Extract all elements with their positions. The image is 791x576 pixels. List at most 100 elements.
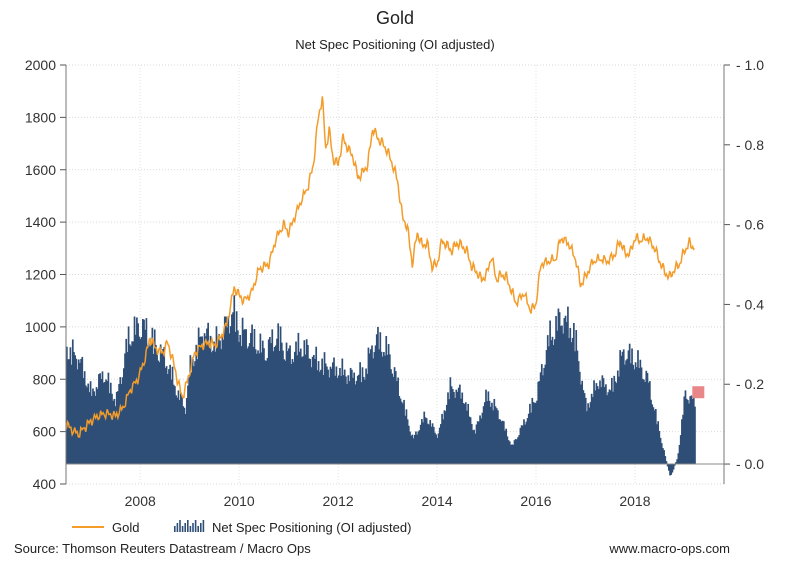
positioning-bar (666, 464, 669, 467)
positioning-bar (92, 388, 94, 465)
positioning-bar (637, 350, 639, 465)
positioning-bar (394, 371, 397, 465)
positioning-bar (369, 349, 372, 465)
positioning-bar (259, 333, 262, 465)
positioning-bar (561, 325, 563, 465)
positioning-bar (487, 391, 490, 465)
positioning-bar (656, 424, 658, 465)
positioning-bar (468, 416, 471, 465)
positioning-bar (166, 373, 169, 465)
positioning-bar (149, 346, 151, 465)
right-tick-label: - 0.6 (736, 217, 764, 233)
positioning-bar (221, 334, 224, 465)
positioning-bar (194, 361, 196, 465)
positioning-bar (488, 400, 491, 465)
left-tick-label: 1000 (25, 319, 56, 335)
positioning-bar (443, 410, 446, 465)
positioning-bar (144, 329, 147, 465)
positioning-bar (196, 359, 199, 465)
positioning-bar (66, 346, 68, 465)
positioning-bar (413, 434, 416, 465)
positioning-bar (284, 360, 287, 465)
legend-positioning-label: Net Spec Positioning (OI adjusted) (212, 520, 411, 535)
positioning-bar (213, 341, 215, 465)
positioning-bar (81, 356, 84, 465)
positioning-bar (453, 392, 455, 465)
positioning-bar (530, 412, 532, 465)
positioning-bar (387, 344, 390, 465)
positioning-bar (119, 377, 122, 465)
positioning-bar (372, 358, 375, 465)
positioning-bar (251, 324, 253, 465)
positioning-bar (374, 345, 377, 465)
website-note: www.macro-ops.com (608, 541, 730, 556)
positioning-bar (493, 398, 496, 465)
positioning-bar (431, 423, 434, 465)
positioning-bar (381, 356, 384, 465)
positioning-bar (127, 326, 130, 465)
left-tick-label: 800 (33, 371, 57, 387)
positioning-bar (551, 336, 554, 465)
positioning-bar (407, 425, 410, 465)
positioning-bar (365, 368, 367, 465)
positioning-bar (502, 421, 505, 465)
legend-gold-label: Gold (112, 520, 139, 535)
positioning-bar (326, 366, 328, 465)
positioning-bar (112, 400, 115, 465)
positioning-bar (128, 344, 131, 465)
positioning-bar (198, 336, 201, 465)
positioning-bar (96, 389, 99, 465)
positioning-bar (511, 444, 513, 465)
positioning-bar (631, 348, 633, 465)
positioning-bar (303, 340, 306, 465)
positioning-bar (285, 342, 288, 465)
positioning-bar (146, 345, 149, 465)
positioning-bar (512, 444, 515, 465)
positioning-bar (187, 385, 189, 465)
positioning-bar (506, 436, 509, 465)
positioning-bar (182, 406, 185, 465)
positioning-bar (331, 362, 334, 465)
positioning-bar (549, 320, 551, 465)
positioning-bar (157, 360, 160, 465)
positioning-bar (145, 318, 148, 465)
positioning-bar (577, 361, 580, 465)
positioning-bar (311, 356, 314, 465)
positioning-bar (411, 434, 414, 465)
positioning-bar (367, 347, 370, 465)
positioning-bar (671, 464, 674, 473)
positioning-bar (475, 424, 478, 465)
positioning-bar (645, 370, 648, 465)
positioning-bar (437, 433, 440, 465)
positioning-bar (282, 350, 284, 465)
positioning-bar (107, 372, 110, 465)
positioning-bar (660, 443, 663, 465)
positioning-bar (638, 368, 641, 465)
positioning-bar (299, 348, 302, 465)
positioning-bar (677, 453, 680, 465)
positioning-bar (409, 431, 411, 465)
positioning-bar (75, 358, 78, 465)
positioning-bar (253, 328, 256, 465)
positioning-bar (216, 344, 219, 465)
positioning-bar (229, 326, 232, 465)
positioning-bar (466, 410, 468, 465)
positioning-bar (647, 382, 650, 465)
positioning-bar (508, 441, 511, 465)
x-tick-label: 2016 (520, 493, 551, 509)
positioning-bar (147, 343, 150, 465)
positioning-bar (580, 384, 582, 465)
positioning-bar (346, 383, 348, 465)
positioning-bar (371, 345, 373, 465)
positioning-bar (206, 328, 208, 465)
positioning-bar (555, 316, 557, 465)
positioning-bar (430, 426, 433, 465)
positioning-bar (69, 347, 72, 465)
positioning-bar (574, 351, 576, 465)
positioning-bar (398, 395, 401, 465)
positioning-bar (87, 383, 90, 465)
positioning-bar (219, 340, 221, 465)
legend-bars-swatch (202, 520, 205, 532)
positioning-bar (232, 312, 234, 465)
legend-bars-swatch (192, 523, 194, 532)
